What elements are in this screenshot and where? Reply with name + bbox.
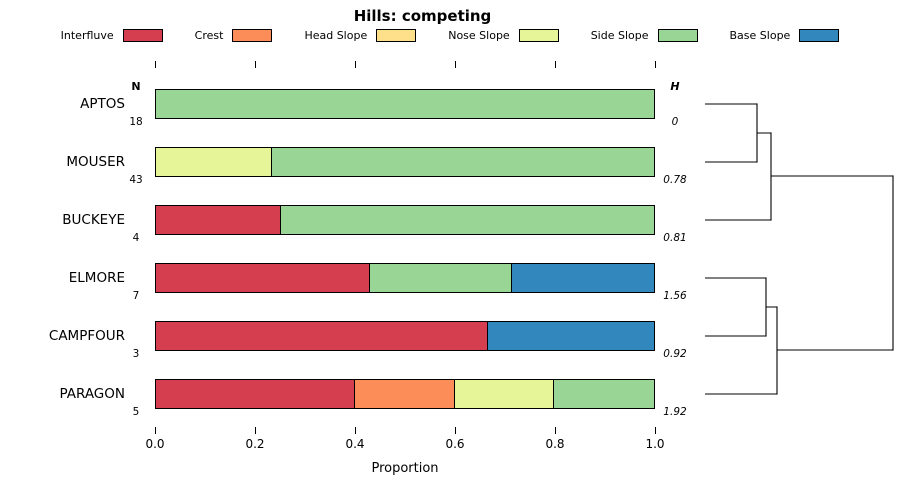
category-label-elmore: ELMORE [68,270,125,286]
x-axis-tick-label: 0.8 [545,437,565,451]
stacked-bar-buckeye [155,205,655,235]
n-value: 7 [132,290,140,302]
x-axis-tick-top [454,61,456,68]
bar-segment-interfluve [156,206,281,234]
stacked-bar-aptos [155,89,655,119]
category-label-buckeye: BUCKEYE [62,212,125,228]
stacked-bar-mouser [155,147,655,177]
chart-title: Hills: competing [353,7,492,25]
h-value: 1.92 [663,406,687,418]
x-axis-tick-bottom [254,427,256,434]
stacked-bar-campfour [155,321,655,351]
h-value: 0 [671,116,679,128]
h-value: 0.92 [663,348,687,360]
n-value: 3 [132,348,140,360]
bar-segment-base-slope [512,264,654,292]
h-value: 0.78 [663,174,687,186]
category-label-mouser: MOUSER [66,154,125,170]
bar-segment-side-slope [156,90,654,118]
bar-segment-side-slope [272,148,654,176]
legend-item-label: Crest [194,29,224,42]
x-axis-tick-bottom [354,427,356,434]
x-axis-tick-bottom [454,427,456,434]
n-value: 18 [129,116,143,128]
x-axis-tick-label: 1.0 [645,437,665,451]
x-axis-tick-top [554,61,556,68]
bar-segment-nose-slope [156,148,273,176]
x-axis-tick-label: 0.0 [145,437,165,451]
x-axis-tick-label: 0.4 [345,437,365,451]
legend-swatch-interfluve [122,29,163,42]
category-label-campfour: CAMPFOUR [48,328,125,344]
bar-segment-base-slope [488,322,654,350]
n-value: 43 [129,174,143,186]
legend-item-nose-slope: Nose Slope [448,29,559,42]
legend-swatch-crest [232,29,273,42]
h-value: 0.81 [663,232,687,244]
x-axis-tick-top [254,61,256,68]
n-value: 4 [132,232,140,244]
legend-item-label: Base Slope [729,29,791,42]
legend-item-crest: Crest [195,29,273,42]
legend-item-head-slope: Head Slope [304,29,417,42]
legend-swatch-base-slope [799,29,840,42]
stacked-bar-elmore [155,263,655,293]
bar-segment-side-slope [554,380,654,408]
h-value: 1.56 [663,290,687,302]
legend-item-interfluve: Interfluve [61,29,163,42]
x-axis-tick-top [654,61,656,68]
bar-segment-crest [355,380,455,408]
x-axis-label: Proportion [371,461,439,476]
x-axis-tick-bottom [154,427,156,434]
bar-segment-interfluve [156,322,489,350]
n-value: 5 [132,406,140,418]
stacked-bar-paragon [155,379,655,409]
bar-segment-side-slope [369,264,513,292]
x-axis-tick-top [154,61,156,68]
h-column-header: H [670,80,680,93]
bar-segment-interfluve [156,264,370,292]
legend-item-label: Side Slope [590,29,649,42]
bar-segment-interfluve [156,380,356,408]
x-axis-tick-label: 0.2 [245,437,265,451]
legend: Interfluve Crest Head Slope Nose Slope Side … [0,29,900,42]
legend-item-label: Nose Slope [448,29,510,42]
legend-item-label: Interfluve [60,29,114,42]
x-axis-tick-label: 0.6 [445,437,465,451]
legend-item-base-slope: Base Slope [730,29,840,42]
bar-segment-nose-slope [454,380,555,408]
x-axis-tick-top [354,61,356,68]
n-column-header: N [131,80,141,93]
legend-item-side-slope: Side Slope [591,29,698,42]
category-label-paragon: PARAGON [59,386,125,402]
x-axis-tick-bottom [654,427,656,434]
x-axis-tick-bottom [554,427,556,434]
bar-segment-side-slope [280,206,654,234]
legend-swatch-nose-slope [518,29,559,42]
legend-swatch-head-slope [376,29,417,42]
legend-swatch-side-slope [657,29,698,42]
category-label-aptos: APTOS [80,96,125,112]
legend-item-label: Head Slope [304,29,368,42]
